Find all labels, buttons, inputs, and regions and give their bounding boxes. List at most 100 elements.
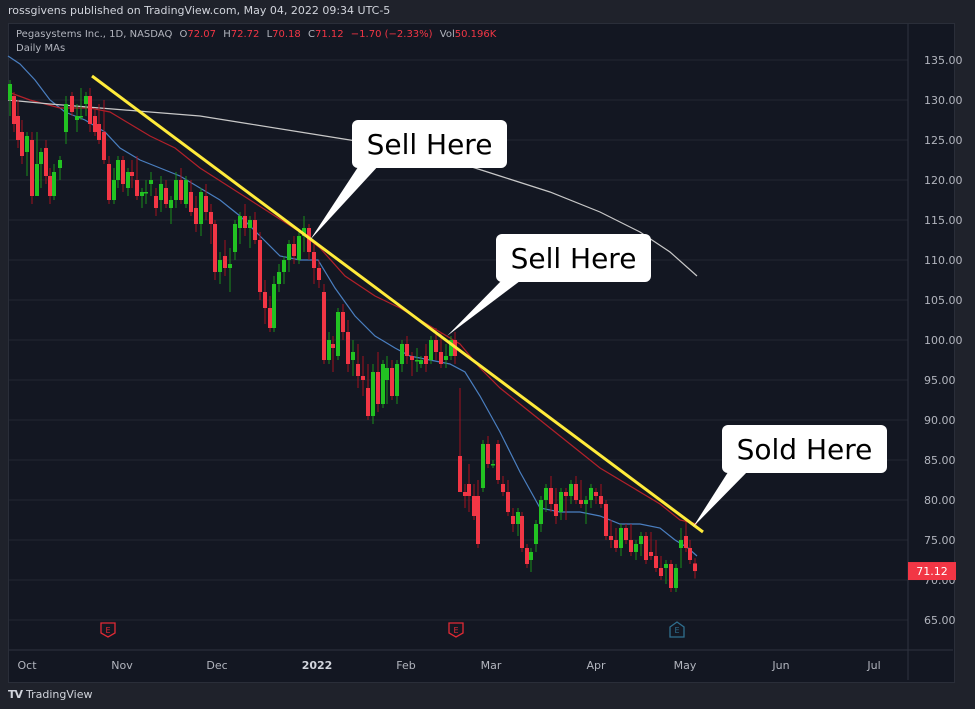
symbol-title: Pegasystems Inc., 1D, NASDAQ bbox=[16, 29, 173, 40]
candle bbox=[16, 100, 20, 148]
candle bbox=[144, 180, 148, 204]
candle bbox=[97, 104, 101, 144]
candle bbox=[277, 264, 281, 292]
tradingview-mark-icon: TV bbox=[8, 688, 23, 701]
legend-volume: Vol50.196K bbox=[439, 29, 497, 40]
candle bbox=[659, 556, 663, 580]
price-tick-label: 90.00 bbox=[924, 414, 956, 427]
candle bbox=[501, 476, 505, 496]
candle bbox=[346, 320, 350, 372]
candle bbox=[539, 496, 543, 532]
candle bbox=[415, 348, 419, 372]
candle bbox=[135, 156, 139, 200]
candle bbox=[248, 216, 252, 248]
candle bbox=[429, 336, 433, 364]
candle bbox=[282, 256, 286, 284]
price-tick-label: 135.00 bbox=[924, 54, 963, 67]
time-tick-label: Nov bbox=[111, 659, 133, 672]
earnings-marker-icon[interactable]: E bbox=[100, 622, 116, 638]
candle bbox=[639, 532, 643, 556]
earnings-marker-icon[interactable]: E bbox=[448, 622, 464, 638]
candle bbox=[654, 540, 658, 572]
callout-text: Sell Here bbox=[511, 242, 637, 275]
candle bbox=[154, 188, 158, 216]
candle bbox=[516, 508, 520, 536]
candle bbox=[554, 488, 558, 524]
candle bbox=[390, 360, 394, 400]
candle bbox=[644, 532, 648, 564]
legend-change: −1.70 (−2.33%) bbox=[350, 29, 433, 40]
callout-annotation[interactable]: Sold Here bbox=[693, 425, 887, 527]
candle bbox=[351, 340, 355, 376]
candle bbox=[619, 524, 623, 556]
candle bbox=[559, 488, 563, 520]
svg-text:E: E bbox=[674, 626, 679, 635]
moving-average-line bbox=[7, 91, 698, 525]
candle bbox=[79, 88, 83, 120]
candle bbox=[529, 548, 533, 572]
price-tick-label: 105.00 bbox=[924, 294, 963, 307]
legend-close: C71.12 bbox=[307, 29, 344, 40]
candle bbox=[52, 164, 56, 200]
candle bbox=[20, 120, 24, 164]
time-tick-label: 2022 bbox=[302, 659, 333, 672]
time-tick-label: Apr bbox=[586, 659, 606, 672]
candle bbox=[149, 172, 153, 196]
moving-average-line bbox=[7, 55, 698, 557]
callout-annotation[interactable]: Sell Here bbox=[447, 234, 651, 336]
candle bbox=[322, 284, 326, 364]
candle bbox=[634, 540, 638, 560]
candle bbox=[317, 260, 321, 288]
candle bbox=[599, 484, 603, 508]
candle bbox=[48, 168, 52, 204]
candle bbox=[594, 488, 598, 504]
candle bbox=[228, 248, 232, 292]
candle bbox=[194, 196, 198, 232]
candle bbox=[130, 160, 134, 188]
candle bbox=[361, 356, 365, 396]
candle bbox=[356, 344, 360, 388]
candle bbox=[511, 508, 515, 532]
candle bbox=[458, 388, 462, 492]
svg-text:71.12: 71.12 bbox=[916, 565, 948, 578]
candle bbox=[614, 528, 618, 552]
tradingview-logo: TV TradingView bbox=[8, 688, 93, 701]
callout-annotation[interactable]: Sell Here bbox=[310, 120, 507, 240]
candle bbox=[233, 220, 237, 260]
candle bbox=[496, 440, 500, 484]
time-tick-label: Jun bbox=[771, 659, 789, 672]
time-tick-label: Dec bbox=[206, 659, 227, 672]
published-line: rossgivens published on TradingView.com,… bbox=[8, 4, 391, 17]
candle bbox=[164, 180, 168, 208]
price-tick-label: 75.00 bbox=[924, 534, 956, 547]
candle bbox=[331, 336, 335, 372]
candle bbox=[649, 532, 653, 560]
time-tick-label: May bbox=[674, 659, 697, 672]
candle bbox=[491, 460, 495, 468]
callout-text: Sold Here bbox=[737, 433, 873, 466]
candle bbox=[213, 220, 217, 280]
candle bbox=[243, 204, 247, 236]
candle bbox=[307, 224, 311, 260]
time-tick-label: Jul bbox=[866, 659, 880, 672]
candle bbox=[140, 188, 144, 208]
candle bbox=[30, 132, 34, 204]
downtrend-line[interactable] bbox=[91, 74, 704, 534]
candle bbox=[297, 232, 301, 264]
candle bbox=[366, 364, 370, 420]
candle bbox=[419, 356, 423, 368]
candle bbox=[609, 520, 613, 548]
price-tick-label: 125.00 bbox=[924, 134, 963, 147]
candle bbox=[444, 344, 448, 368]
candle bbox=[481, 440, 485, 492]
candle bbox=[589, 484, 593, 508]
indicator-label: Daily MAs bbox=[16, 43, 66, 54]
candle bbox=[88, 88, 92, 132]
candle bbox=[534, 520, 538, 552]
earnings-marker-icon[interactable]: E bbox=[669, 621, 685, 638]
candle bbox=[184, 176, 188, 208]
candle bbox=[174, 172, 178, 208]
svg-text:E: E bbox=[453, 626, 458, 635]
candle bbox=[624, 524, 628, 544]
